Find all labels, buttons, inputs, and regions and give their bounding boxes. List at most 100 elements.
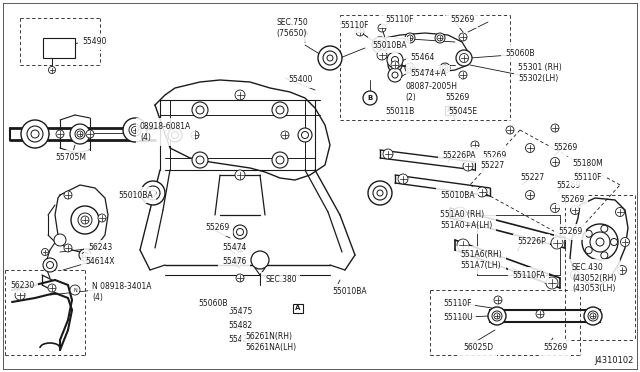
Circle shape	[150, 190, 156, 196]
Circle shape	[168, 128, 182, 142]
Circle shape	[570, 270, 579, 279]
Text: 55269: 55269	[553, 144, 577, 153]
Circle shape	[81, 216, 89, 224]
Circle shape	[611, 238, 618, 246]
Circle shape	[601, 252, 608, 259]
Circle shape	[235, 90, 245, 100]
FancyBboxPatch shape	[445, 106, 455, 115]
Circle shape	[388, 58, 402, 72]
Circle shape	[405, 33, 415, 43]
Text: 55226P: 55226P	[517, 237, 546, 247]
Circle shape	[82, 252, 88, 258]
Circle shape	[236, 274, 244, 282]
Circle shape	[298, 128, 312, 142]
Circle shape	[405, 63, 415, 73]
Text: 56230: 56230	[10, 280, 35, 289]
Text: 55010BA: 55010BA	[372, 41, 406, 49]
Circle shape	[363, 91, 377, 105]
Text: 55227: 55227	[480, 160, 504, 170]
Circle shape	[15, 290, 25, 300]
Text: 55301 (RH)
55302(LH): 55301 (RH) 55302(LH)	[518, 63, 562, 83]
Circle shape	[601, 225, 608, 232]
Circle shape	[590, 313, 596, 319]
Circle shape	[129, 124, 141, 136]
Circle shape	[71, 206, 99, 234]
Text: SEC.380: SEC.380	[265, 276, 296, 285]
Circle shape	[64, 191, 72, 199]
Circle shape	[48, 284, 56, 292]
Text: 55010BA: 55010BA	[118, 190, 152, 199]
Text: SEC.750
(75650): SEC.750 (75650)	[276, 18, 308, 38]
Circle shape	[79, 249, 91, 261]
Text: B: B	[367, 95, 372, 101]
Text: 55060B: 55060B	[505, 48, 534, 58]
Circle shape	[551, 237, 563, 249]
Text: 55110FA: 55110FA	[512, 270, 545, 279]
FancyBboxPatch shape	[293, 304, 303, 312]
Text: 55474+A: 55474+A	[410, 68, 446, 77]
Text: 56243: 56243	[88, 244, 112, 253]
Text: 55269: 55269	[556, 180, 580, 189]
Circle shape	[387, 52, 403, 68]
Circle shape	[146, 186, 160, 200]
Text: 55475: 55475	[228, 308, 252, 317]
Text: 55269: 55269	[482, 151, 506, 160]
Circle shape	[131, 126, 138, 134]
Circle shape	[78, 213, 92, 227]
Text: A: A	[295, 305, 301, 311]
Circle shape	[276, 156, 284, 164]
Circle shape	[318, 46, 342, 70]
Text: 55269: 55269	[205, 224, 229, 232]
Circle shape	[440, 63, 450, 73]
Text: 56261N(RH)
56261NA(LH): 56261N(RH) 56261NA(LH)	[245, 332, 296, 352]
Circle shape	[618, 266, 627, 275]
Text: 55400: 55400	[288, 76, 312, 84]
Circle shape	[251, 251, 269, 269]
Circle shape	[49, 67, 56, 74]
Circle shape	[77, 131, 83, 137]
Circle shape	[276, 106, 284, 114]
Circle shape	[372, 37, 388, 53]
Circle shape	[596, 238, 604, 246]
Text: 55010BA: 55010BA	[332, 288, 367, 296]
Circle shape	[456, 50, 472, 66]
Text: 55269: 55269	[543, 343, 567, 353]
Text: 551A0 (RH)
551A0+A(LH): 551A0 (RH) 551A0+A(LH)	[440, 210, 492, 230]
Circle shape	[398, 174, 408, 184]
Circle shape	[463, 161, 473, 171]
Text: 55424: 55424	[228, 336, 252, 344]
Text: 55110F: 55110F	[385, 16, 413, 25]
Text: 55482: 55482	[228, 321, 252, 330]
Circle shape	[56, 130, 64, 138]
Circle shape	[272, 102, 288, 118]
Circle shape	[233, 225, 247, 239]
Circle shape	[323, 51, 337, 65]
Circle shape	[585, 247, 592, 254]
Circle shape	[585, 230, 592, 237]
Circle shape	[196, 156, 204, 164]
Circle shape	[471, 141, 479, 149]
Circle shape	[525, 144, 534, 153]
Text: 55180M: 55180M	[572, 158, 603, 167]
Circle shape	[70, 285, 80, 295]
Text: 08087-2005H
(2): 08087-2005H (2)	[405, 82, 457, 102]
Circle shape	[494, 296, 502, 304]
Circle shape	[392, 57, 399, 64]
Circle shape	[98, 214, 106, 222]
Text: 55705M: 55705M	[55, 154, 86, 163]
Text: N: N	[73, 288, 77, 292]
Circle shape	[392, 72, 398, 78]
Circle shape	[236, 258, 244, 266]
Text: 55045E: 55045E	[448, 108, 477, 116]
Circle shape	[570, 205, 579, 215]
Circle shape	[454, 207, 466, 219]
Circle shape	[47, 262, 54, 269]
Circle shape	[391, 61, 399, 69]
Text: 55010BA: 55010BA	[440, 190, 475, 199]
Circle shape	[407, 35, 413, 41]
Text: 55269: 55269	[558, 228, 582, 237]
Circle shape	[582, 224, 618, 260]
Circle shape	[407, 65, 413, 71]
Circle shape	[377, 190, 383, 196]
Circle shape	[550, 157, 559, 167]
